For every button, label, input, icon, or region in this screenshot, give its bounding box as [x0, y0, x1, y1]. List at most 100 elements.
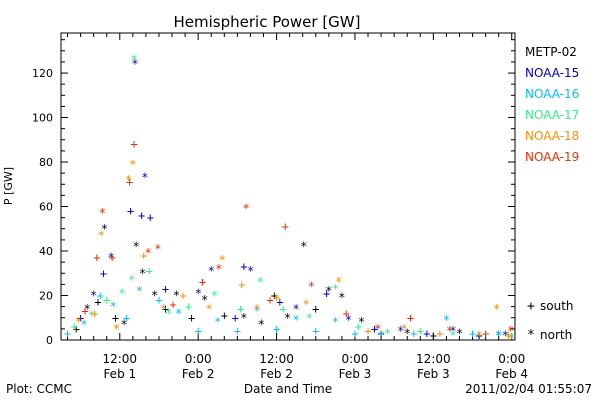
data-point: * — [338, 291, 345, 305]
data-point: + — [351, 326, 358, 340]
x-tick-label-date: Feb 3 — [417, 367, 450, 381]
data-point: + — [100, 266, 107, 280]
data-point: * — [208, 264, 215, 278]
data-point: * — [345, 313, 352, 327]
data-point: * — [195, 286, 202, 300]
data-point: * — [113, 322, 120, 336]
data-point: * — [130, 53, 137, 67]
data-point: + — [410, 326, 417, 340]
data-point: + — [312, 302, 319, 316]
x-tick-label-date: Feb 1 — [103, 367, 136, 381]
data-point: * — [449, 324, 456, 338]
data-point: + — [240, 260, 247, 274]
data-point: * — [128, 273, 135, 287]
y-tick-label: 20 — [39, 290, 53, 303]
data-point: + — [127, 204, 134, 218]
data-point: * — [90, 289, 97, 303]
data-point: + — [185, 300, 192, 314]
data-point: * — [475, 329, 482, 343]
legend: METP-02 NOAA-15 NOAA-16 NOAA-17 NOAA-18 NOAA-… — [525, 45, 579, 343]
data-point: + — [469, 326, 476, 340]
data-point: * — [129, 157, 136, 171]
data-point: + — [475, 329, 482, 343]
data-point: * — [384, 326, 391, 340]
data-point: * — [293, 302, 300, 316]
data-point: * — [173, 289, 180, 303]
data-point: + — [70, 320, 77, 334]
legend-marker-label: north — [540, 328, 572, 342]
data-point: + — [271, 289, 278, 303]
data-point: + — [64, 326, 71, 340]
data-point: * — [247, 264, 254, 278]
x-tick-label-time: 12:00 — [259, 352, 294, 366]
data-point: + — [276, 295, 283, 309]
data-point: * — [507, 324, 514, 338]
data-point: + — [238, 277, 245, 291]
data-point: + — [377, 326, 384, 340]
data-point: * — [219, 253, 226, 267]
data-point: + — [103, 293, 110, 307]
data-point: * — [160, 302, 167, 316]
data-point: + — [179, 289, 186, 303]
legend-marker-symbol: + — [527, 299, 535, 314]
data-point: * — [302, 297, 309, 311]
data-point: + — [234, 324, 241, 338]
data-point: * — [80, 317, 87, 331]
data-point: + — [126, 175, 133, 189]
data-point: + — [505, 329, 512, 343]
data-point: * — [258, 317, 265, 331]
data-point: + — [94, 295, 101, 309]
data-point: * — [253, 302, 260, 316]
legend-entry: NOAA-17 — [525, 108, 579, 122]
data-point: + — [279, 302, 286, 316]
plot-source-label: Plot: CCMC — [6, 382, 72, 396]
data-point: * — [84, 302, 91, 316]
data-point: * — [335, 275, 342, 289]
data-point: + — [221, 309, 228, 323]
data-point: + — [146, 264, 153, 278]
data-point: * — [284, 311, 291, 325]
data-point: * — [133, 240, 140, 254]
data-point: + — [237, 302, 244, 316]
data-point: + — [343, 306, 350, 320]
data-point: * — [154, 242, 161, 256]
data-point: * — [293, 313, 300, 327]
data-point: + — [355, 320, 362, 334]
data-point: * — [165, 306, 172, 320]
y-tick-label: 40 — [39, 245, 53, 258]
data-point: * — [214, 315, 221, 329]
x-tick-label-date: Feb 2 — [182, 367, 215, 381]
data-point: * — [397, 324, 404, 338]
data-point: + — [323, 286, 330, 300]
data-point: * — [446, 324, 453, 338]
y-tick-label: 60 — [39, 201, 53, 214]
data-point: * — [495, 329, 502, 343]
data-point: + — [93, 251, 100, 265]
data-point: * — [332, 282, 339, 296]
data-point: + — [273, 291, 280, 305]
data-points: +* +*+ ****+*+*+ * *+**+* **+ * + * + *+*+*+*+*++ *… — [64, 53, 515, 345]
data-point: + — [188, 311, 195, 325]
data-point: * — [332, 315, 339, 329]
data-point: * — [125, 173, 132, 187]
chart-title: Hemispheric Power [GW] — [174, 13, 361, 31]
data-point: * — [205, 302, 212, 316]
data-point: * — [308, 280, 315, 294]
data-point: * — [107, 251, 114, 265]
data-point: * — [306, 311, 313, 325]
data-point: + — [162, 282, 169, 296]
y-tick-label: 0 — [46, 334, 53, 347]
data-point: + — [170, 297, 177, 311]
data-point: * — [141, 171, 148, 185]
data-point: + — [312, 324, 319, 338]
y-tick-label: 100 — [32, 112, 53, 125]
data-point: + — [371, 322, 378, 336]
x-tick-label-date: Feb 2 — [260, 367, 293, 381]
data-point: + — [407, 311, 414, 325]
data-point: + — [430, 329, 437, 343]
legend-marker-label: south — [540, 299, 574, 313]
x-tick-label-time: 0:00 — [185, 352, 212, 366]
data-point: + — [140, 248, 147, 262]
data-point: + — [232, 311, 239, 325]
